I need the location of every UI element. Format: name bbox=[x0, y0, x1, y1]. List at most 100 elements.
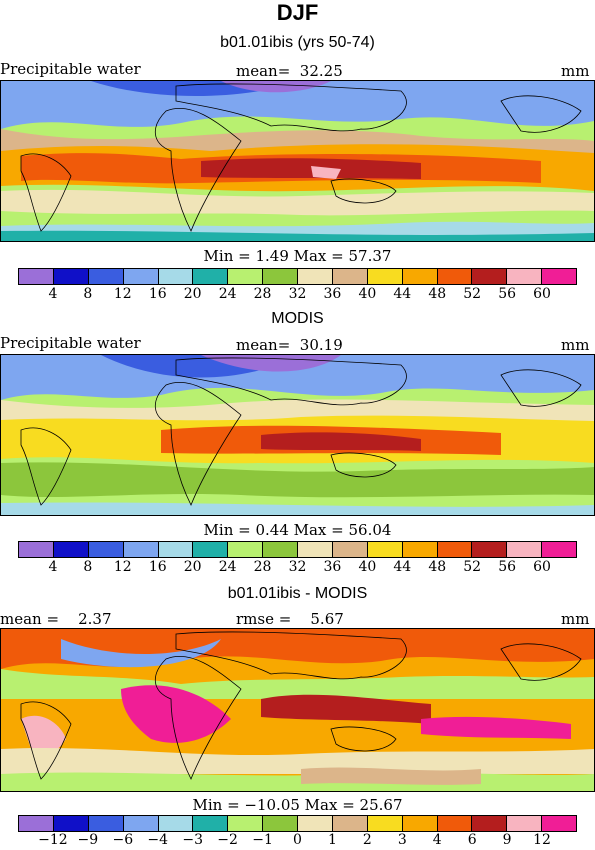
colorbar-swatch bbox=[228, 269, 264, 284]
colorbar-swatch bbox=[507, 542, 543, 557]
panel2-map-field bbox=[1, 355, 594, 515]
colorbar-tick-label: 60 bbox=[533, 559, 551, 575]
colorbar-tick-label: −2 bbox=[217, 832, 238, 848]
colorbar-tick-label: 4 bbox=[48, 286, 58, 302]
colorbar-swatch bbox=[158, 816, 194, 831]
panel2-colorbar-ticks: 4 8 12 16 20 24 28 32 36 40 44 48 52 56 60 bbox=[18, 559, 577, 577]
panel2-map bbox=[0, 354, 595, 516]
main-title: DJF bbox=[276, 0, 319, 25]
colorbar-swatch bbox=[193, 816, 229, 831]
colorbar-tick-label: 36 bbox=[323, 559, 342, 575]
panel2-minmax-label: Min = 0.44 Max = 56.04 bbox=[203, 521, 392, 539]
panel3-map bbox=[0, 628, 595, 792]
colorbar-tick-label: 40 bbox=[358, 286, 377, 302]
colorbar-tick-label: 1 bbox=[327, 832, 337, 848]
colorbar-tick-label: 12 bbox=[533, 832, 551, 848]
panel2-mean-label: mean= 30.19 bbox=[236, 336, 343, 354]
colorbar-tick-label: 32 bbox=[288, 559, 307, 575]
panel3-colorbar bbox=[18, 815, 577, 832]
colorbar-swatch bbox=[402, 816, 438, 831]
colorbar-swatch bbox=[437, 816, 473, 831]
colorbar-swatch bbox=[402, 542, 438, 557]
colorbar-tick-label: −1 bbox=[252, 832, 273, 848]
panel3-minmax-label: Min = −10.05 Max = 25.67 bbox=[192, 796, 403, 814]
panel1-colorbar bbox=[18, 268, 577, 285]
colorbar-tick-label: 9 bbox=[502, 832, 512, 848]
colorbar-tick-label: 20 bbox=[183, 286, 202, 302]
panel3-units-label: mm bbox=[561, 610, 590, 628]
colorbar-swatch bbox=[263, 269, 298, 284]
colorbar-swatch bbox=[298, 816, 333, 831]
colorbar-swatch bbox=[19, 269, 54, 284]
colorbar-tick-label: 36 bbox=[323, 286, 342, 302]
colorbar-tick-label: −9 bbox=[77, 832, 99, 848]
colorbar-swatch bbox=[123, 816, 159, 831]
panel1-minmax-label: Min = 1.49 Max = 57.37 bbox=[203, 247, 392, 265]
colorbar-tick-label: 3 bbox=[397, 832, 407, 848]
colorbar-swatch bbox=[123, 269, 159, 284]
colorbar-swatch bbox=[402, 269, 438, 284]
panel2-colorbar bbox=[18, 541, 577, 558]
colorbar-swatch bbox=[367, 816, 403, 831]
colorbar-swatch bbox=[123, 542, 159, 557]
colorbar-swatch bbox=[263, 542, 298, 557]
panel1-title: b01.01ibis (yrs 50-74) bbox=[220, 34, 375, 51]
colorbar-swatch bbox=[53, 816, 89, 831]
colorbar-tick-label: 0 bbox=[293, 832, 302, 848]
panel1-map-field bbox=[1, 81, 594, 241]
colorbar-swatch bbox=[158, 542, 194, 557]
colorbar-swatch bbox=[542, 269, 576, 284]
panel3-title: b01.01ibis - MODIS bbox=[227, 585, 368, 602]
colorbar-swatch bbox=[298, 542, 333, 557]
colorbar-swatch bbox=[298, 269, 333, 284]
colorbar-tick-label: 20 bbox=[183, 559, 202, 575]
colorbar-tick-label: 40 bbox=[358, 559, 377, 575]
colorbar-swatch bbox=[88, 816, 124, 831]
colorbar-tick-label: 44 bbox=[393, 286, 412, 302]
colorbar-swatch bbox=[472, 816, 508, 831]
colorbar-swatch bbox=[542, 542, 576, 557]
panel3-mean-label: mean = 2.37 bbox=[0, 610, 112, 628]
colorbar-swatch bbox=[193, 542, 229, 557]
colorbar-tick-label: 8 bbox=[83, 559, 93, 575]
colorbar-tick-label: 16 bbox=[148, 286, 167, 302]
colorbar-swatch bbox=[88, 269, 124, 284]
panel1-map bbox=[0, 80, 595, 242]
colorbar-swatch bbox=[263, 816, 298, 831]
colorbar-tick-label: 28 bbox=[253, 559, 272, 575]
colorbar-swatch bbox=[332, 269, 368, 284]
panel2-units-label: mm bbox=[561, 336, 590, 354]
colorbar-tick-label: 24 bbox=[218, 559, 237, 575]
colorbar-tick-label: 16 bbox=[148, 559, 167, 575]
colorbar-tick-label: 24 bbox=[218, 286, 237, 302]
colorbar-tick-label: 52 bbox=[463, 559, 482, 575]
panel1-colorbar-ticks: 4 8 12 16 20 24 28 32 36 40 44 48 52 56 60 bbox=[18, 286, 577, 304]
colorbar-swatch bbox=[193, 269, 229, 284]
colorbar-swatch bbox=[19, 816, 54, 831]
colorbar-swatch bbox=[158, 269, 194, 284]
colorbar-swatch bbox=[507, 269, 543, 284]
colorbar-swatch bbox=[332, 816, 368, 831]
colorbar-swatch bbox=[332, 542, 368, 557]
colorbar-swatch bbox=[437, 542, 473, 557]
colorbar-swatch bbox=[88, 542, 124, 557]
colorbar-swatch bbox=[53, 269, 89, 284]
colorbar-tick-label: 44 bbox=[393, 559, 412, 575]
colorbar-tick-label: 48 bbox=[428, 286, 447, 302]
colorbar-tick-label: 8 bbox=[83, 286, 93, 302]
colorbar-swatch bbox=[19, 542, 54, 557]
colorbar-tick-label: 52 bbox=[463, 286, 482, 302]
panel1-mean-label: mean= 32.25 bbox=[236, 62, 343, 80]
panel2-title: MODIS bbox=[271, 310, 324, 327]
colorbar-tick-label: −3 bbox=[182, 832, 204, 848]
colorbar-tick-label: 4 bbox=[48, 559, 58, 575]
colorbar-swatch bbox=[472, 542, 508, 557]
colorbar-swatch bbox=[507, 816, 543, 831]
panel1-variable-label: Precipitable water bbox=[0, 60, 141, 78]
colorbar-swatch bbox=[542, 816, 576, 831]
colorbar-tick-label: −4 bbox=[147, 832, 169, 848]
colorbar-tick-label: 32 bbox=[288, 286, 307, 302]
panel3-colorbar-ticks: −12 −9 −6 −4 −3 −2 −1 0 1 2 3 4 6 9 12 bbox=[18, 832, 577, 850]
colorbar-tick-label: 28 bbox=[253, 286, 272, 302]
colorbar-swatch bbox=[367, 269, 403, 284]
